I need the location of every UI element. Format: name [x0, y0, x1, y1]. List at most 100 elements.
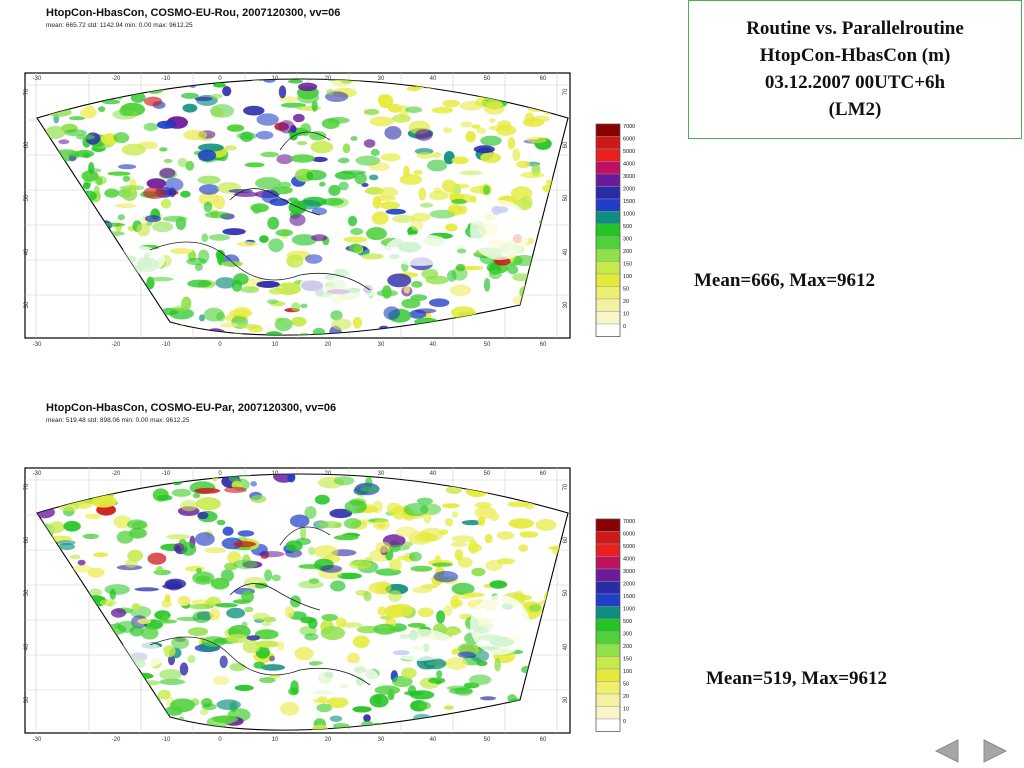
legend-swatch	[595, 161, 621, 175]
legend-swatch	[595, 543, 621, 557]
map-panel-routine: HtopCon-HbasCon, COSMO-EU-Rou, 200712030…	[0, 0, 640, 350]
cloud-field	[37, 474, 568, 731]
legend-label: 5000	[623, 149, 635, 155]
lat-tick-label: 60	[563, 141, 569, 148]
lon-tick-label: 0	[218, 76, 222, 82]
legend-swatch	[595, 593, 621, 607]
lat-tick-label: 60	[24, 536, 30, 543]
triangle-left-icon	[934, 739, 959, 763]
map-stats: mean: 519.48 std: 898.06 min: 0.00 max: …	[46, 417, 190, 424]
legend-swatch	[595, 123, 621, 137]
legend-swatch	[595, 518, 621, 532]
lon-tick-label: 0	[218, 471, 222, 477]
legend-swatch	[595, 286, 621, 300]
lon-tick-label: 20	[325, 76, 332, 82]
title-line: (LM2)	[828, 99, 882, 120]
prev-slide-button[interactable]	[934, 738, 960, 764]
lon-tick-label: 10	[272, 737, 279, 743]
lon-tick-label: -10	[162, 76, 171, 82]
legend-label: 1000	[623, 212, 635, 218]
lat-tick-label: 40	[24, 643, 30, 650]
triangle-right-icon	[983, 739, 1008, 763]
legend-swatch	[595, 211, 621, 225]
legend-label: 5000	[623, 544, 635, 550]
lon-tick-label: -30	[33, 342, 42, 348]
lon-tick-label: -10	[162, 737, 171, 743]
legend-label: 0	[623, 324, 626, 330]
lon-tick-label: -30	[33, 76, 42, 82]
legend-label: 3000	[623, 174, 635, 180]
legend-swatch	[595, 298, 621, 312]
legend-swatch	[595, 136, 621, 150]
lat-tick-label: 30	[24, 696, 30, 703]
legend-swatch	[595, 581, 621, 595]
lon-tick-label: 40	[430, 737, 437, 743]
next-slide-button[interactable]	[982, 738, 1008, 764]
lon-tick-label: 10	[272, 471, 279, 477]
legend-label: 0	[623, 719, 626, 725]
lat-tick-label: 50	[563, 589, 569, 596]
lon-tick-label: 40	[430, 342, 437, 348]
legend-swatch	[595, 261, 621, 275]
lon-tick-label: 50	[484, 342, 491, 348]
lon-tick-label: 60	[540, 76, 547, 82]
lon-tick-label: -20	[112, 471, 121, 477]
legend-label: 1000	[623, 607, 635, 613]
legend-swatch	[595, 606, 621, 620]
map-panel-parallel: HtopCon-HbasCon, COSMO-EU-Par, 200712030…	[0, 395, 640, 745]
legend-label: 7000	[623, 124, 635, 130]
legend-swatch	[595, 198, 621, 212]
lon-tick-label: -20	[112, 76, 121, 82]
legend-label: 20	[623, 299, 629, 305]
lon-tick-label: 60	[540, 471, 547, 477]
legend-label: 3000	[623, 569, 635, 575]
lon-tick-label: 50	[484, 471, 491, 477]
legend-label: 7000	[623, 519, 635, 525]
legend-label: 100	[623, 274, 632, 280]
lon-tick-label: 30	[378, 737, 385, 743]
legend-swatch	[595, 148, 621, 162]
lon-tick-label: -30	[33, 737, 42, 743]
axis-ticks: -30 -30 -20 -20 -10 -10 0 0 10 10 20 20 30 30 40 40 50 50…	[24, 76, 569, 348]
legend-swatch	[595, 323, 621, 337]
legend-label: 500	[623, 224, 632, 230]
legend-label: 4000	[623, 162, 635, 168]
map-figure: HtopCon-HbasCon, COSMO-EU-Par, 200712030…	[24, 402, 635, 743]
lon-tick-label: 0	[218, 342, 222, 348]
legend-label: 10	[623, 312, 629, 318]
legend-label: 500	[623, 619, 632, 625]
legend-label: 1500	[623, 594, 635, 600]
lon-tick-label: 30	[378, 342, 385, 348]
legend-label: 1500	[623, 199, 635, 205]
lat-tick-label: 50	[24, 589, 30, 596]
legend-label: 300	[623, 237, 632, 243]
lat-tick-label: 30	[24, 301, 30, 308]
axis-ticks: -30 -30 -20 -20 -10 -10 0 0 10 10 20 20 30 30 40 40 50 50…	[24, 471, 569, 743]
lat-tick-label: 70	[24, 483, 30, 490]
legend-swatch	[595, 656, 621, 670]
lat-tick-label: 70	[24, 88, 30, 95]
lon-tick-label: 0	[218, 737, 222, 743]
lon-tick-label: -20	[112, 342, 121, 348]
color-legend: 7000600050004000300020001500100050030020…	[595, 123, 635, 337]
legend-swatch	[595, 556, 621, 570]
legend-label: 4000	[623, 557, 635, 563]
lon-tick-label: 10	[272, 342, 279, 348]
legend-label: 6000	[623, 532, 635, 538]
lat-tick-label: 40	[563, 643, 569, 650]
legend-label: 150	[623, 657, 632, 663]
lon-tick-label: 30	[378, 76, 385, 82]
lon-tick-label: 60	[540, 342, 547, 348]
legend-label: 50	[623, 287, 629, 293]
lon-tick-label: 60	[540, 737, 547, 743]
title-line: 03.12.2007 00UTC+6h	[764, 72, 946, 93]
legend-label: 6000	[623, 137, 635, 143]
legend-swatch	[595, 668, 621, 682]
legend-label: 20	[623, 694, 629, 700]
legend-label: 2000	[623, 187, 635, 193]
map-stats: mean: 665.72 std: 1142.94 min: 0.00 max:…	[46, 22, 193, 29]
lat-tick-label: 40	[24, 248, 30, 255]
title-line: HtopCon-HbasCon (m)	[759, 45, 951, 66]
lon-tick-label: 20	[325, 471, 332, 477]
legend-swatch	[595, 173, 621, 187]
